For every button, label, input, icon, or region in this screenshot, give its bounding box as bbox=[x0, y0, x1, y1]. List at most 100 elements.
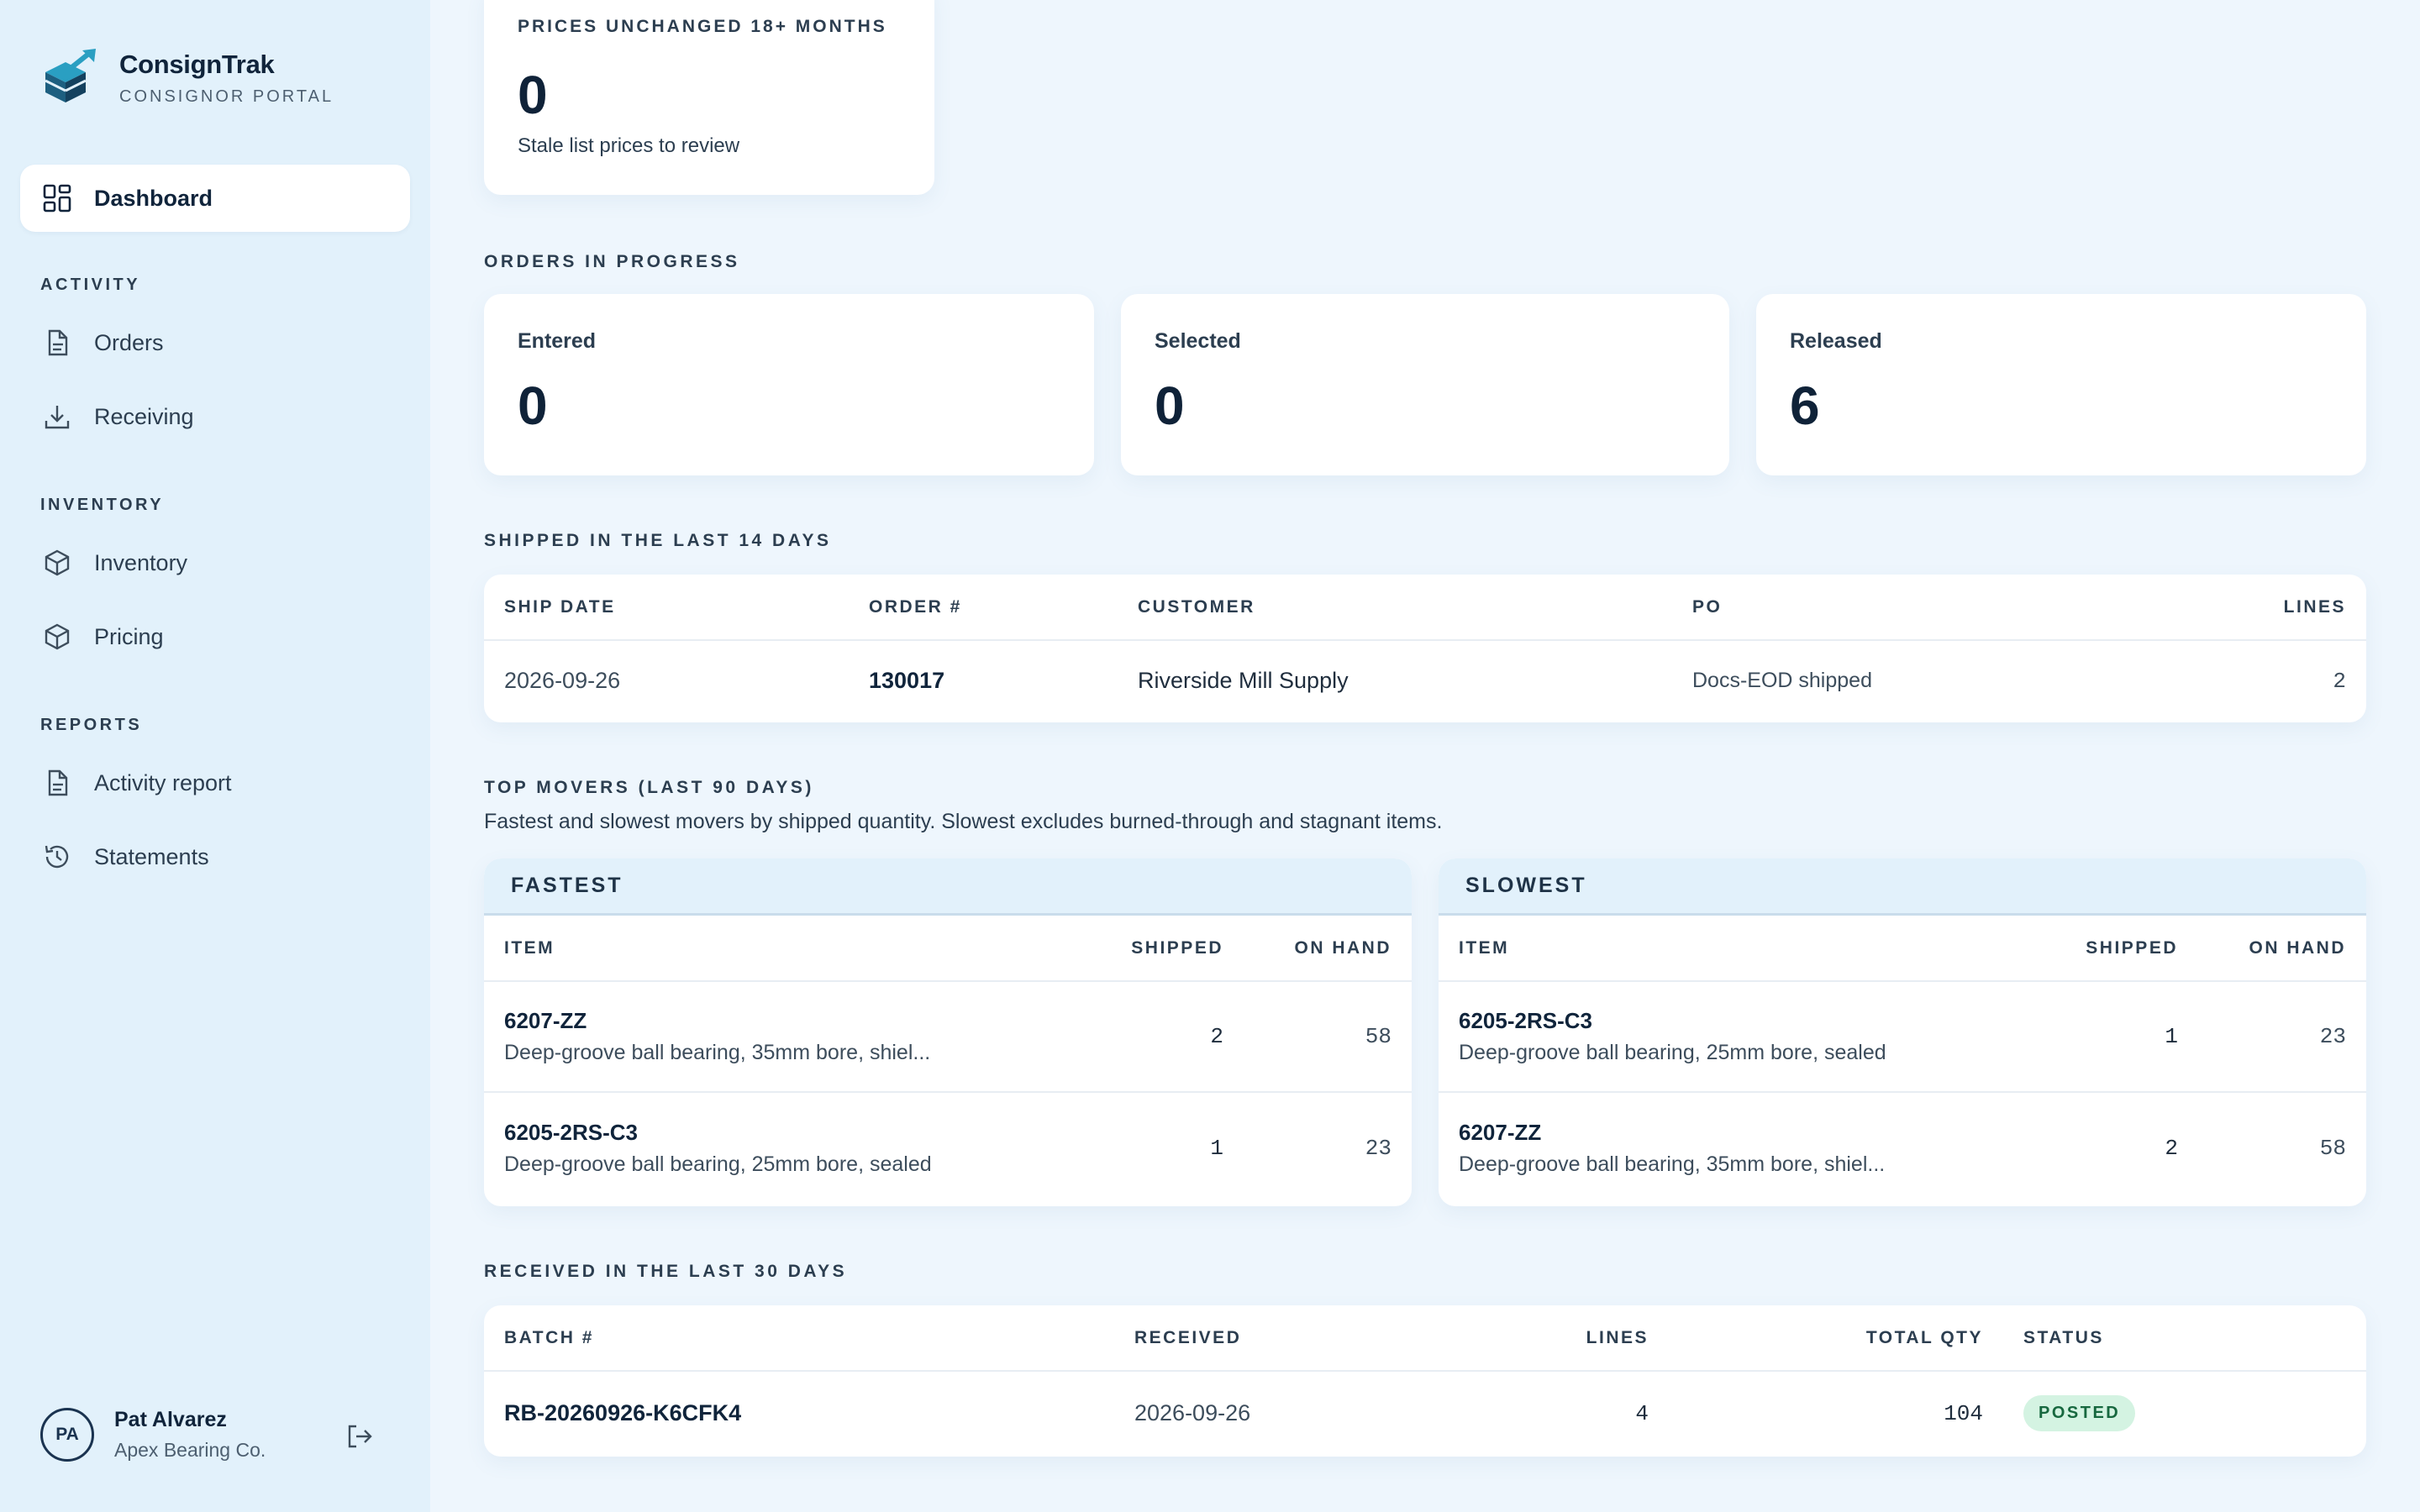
nav-section-reports: REPORTS bbox=[40, 716, 143, 734]
received-heading: RECEIVED IN THE LAST 30 DAYS bbox=[484, 1262, 848, 1281]
shipped-qty: 2 bbox=[1210, 1024, 1223, 1049]
shipped-qty: 2 bbox=[2165, 1135, 2178, 1161]
table-row[interactable]: 6205-2RS-C3 Deep-groove ball bearing, 25… bbox=[484, 1092, 1412, 1203]
nav-item-inventory[interactable]: Inventory bbox=[20, 529, 410, 596]
shipped-qty: 1 bbox=[2165, 1024, 2178, 1049]
entered-card[interactable]: Entered 0 bbox=[484, 294, 1094, 475]
brand[interactable]: ConsignTrak CONSIGNOR PORTAL bbox=[40, 47, 334, 108]
table-row[interactable]: RB-20260926-K6CFK4 2026-09-26 4 104 POST… bbox=[484, 1371, 2366, 1455]
item-code[interactable]: 6207-ZZ bbox=[504, 1008, 587, 1033]
fastest-table: ITEM SHIPPED ON HAND 6207-ZZ Deep-groove… bbox=[484, 916, 1412, 1203]
nav-item-statements[interactable]: Statements bbox=[20, 823, 410, 890]
user-org: Apex Bearing Co. bbox=[114, 1439, 266, 1461]
column-header[interactable]: LINES bbox=[1467, 1305, 1669, 1372]
received-date: 2026-09-26 bbox=[1134, 1400, 1251, 1425]
po: Docs-EOD shipped bbox=[1692, 669, 1872, 692]
item-code[interactable]: 6207-ZZ bbox=[1459, 1119, 1542, 1145]
user-name: Pat Alvarez bbox=[114, 1408, 227, 1431]
nav-item-receiving[interactable]: Receiving bbox=[20, 383, 410, 450]
released-card[interactable]: Released 6 bbox=[1756, 294, 2366, 475]
table-row[interactable]: 2026-09-26 130017 Riverside Mill Supply … bbox=[484, 640, 2366, 721]
item-description: Deep-groove ball bearing, 35mm bore, shi… bbox=[504, 1041, 931, 1064]
user-profile: PA Pat Alvarez Apex Bearing Co. bbox=[40, 1408, 393, 1462]
column-header[interactable]: CUSTOMER bbox=[1118, 575, 1672, 641]
nav-label: Activity report bbox=[94, 769, 232, 795]
on-hand-qty: 58 bbox=[2319, 1135, 2346, 1161]
batch-number-link[interactable]: RB-20260926-K6CFK4 bbox=[504, 1400, 742, 1425]
avatar[interactable]: PA bbox=[40, 1408, 94, 1462]
slowest-movers-card: SLOWEST ITEM SHIPPED ON HAND 6205-2RS-C3… bbox=[1439, 858, 2366, 1206]
column-header[interactable]: ITEM bbox=[484, 916, 1076, 982]
stale-prices-card: PRICES UNCHANGED 18+ MONTHS 0 Stale list… bbox=[484, 0, 934, 195]
lines: 2 bbox=[2333, 668, 2346, 694]
column-header[interactable]: SHIPPED bbox=[1076, 916, 1244, 982]
nav-label: Pricing bbox=[94, 623, 164, 649]
entered-label: Entered bbox=[518, 329, 597, 353]
item-description: Deep-groove ball bearing, 25mm bore, sea… bbox=[1459, 1041, 1886, 1064]
column-header[interactable]: ON HAND bbox=[2198, 916, 2366, 982]
column-header[interactable]: PO bbox=[1672, 575, 2146, 641]
column-header[interactable]: ORDER # bbox=[849, 575, 1118, 641]
slowest-heading: SLOWEST bbox=[1439, 858, 2366, 916]
shipped-table: SHIP DATE ORDER # CUSTOMER PO LINES 2026… bbox=[484, 575, 2366, 721]
selected-value: 0 bbox=[1155, 375, 1185, 436]
brand-name: ConsignTrak bbox=[119, 50, 275, 79]
table-row[interactable]: 6205-2RS-C3 Deep-groove ball bearing, 25… bbox=[1439, 981, 2366, 1092]
on-hand-qty: 23 bbox=[1365, 1135, 1392, 1161]
column-header[interactable]: STATUS bbox=[2003, 1305, 2366, 1372]
document-icon bbox=[40, 326, 74, 360]
column-header[interactable]: ITEM bbox=[1439, 916, 2030, 982]
item-code[interactable]: 6205-2RS-C3 bbox=[504, 1119, 638, 1145]
status-badge: POSTED bbox=[2023, 1395, 2136, 1431]
top-movers-heading: TOP MOVERS (LAST 90 DAYS) bbox=[484, 778, 814, 797]
fastest-movers-card: FASTEST ITEM SHIPPED ON HAND 6207-ZZ Dee… bbox=[484, 858, 1412, 1206]
stale-prices-value: 0 bbox=[518, 65, 548, 125]
document-icon bbox=[40, 766, 74, 800]
nav-item-pricing[interactable]: Pricing bbox=[20, 603, 410, 670]
order-number-link[interactable]: 130017 bbox=[869, 668, 945, 693]
total-qty: 104 bbox=[1944, 1400, 1983, 1426]
stale-prices-label: PRICES UNCHANGED 18+ MONTHS bbox=[518, 17, 887, 36]
sidebar: ConsignTrak CONSIGNOR PORTAL Dashboard A… bbox=[0, 0, 430, 1512]
column-header[interactable]: ON HAND bbox=[1244, 916, 1412, 982]
received-table: BATCH # RECEIVED LINES TOTAL QTY STATUS … bbox=[484, 1305, 2366, 1455]
selected-label: Selected bbox=[1155, 329, 1241, 353]
table-row[interactable]: 6207-ZZ Deep-groove ball bearing, 35mm b… bbox=[484, 981, 1412, 1092]
column-header[interactable]: SHIPPED bbox=[2030, 916, 2198, 982]
table-row[interactable]: 6207-ZZ Deep-groove ball bearing, 35mm b… bbox=[1439, 1092, 2366, 1203]
nav-label: Orders bbox=[94, 329, 164, 355]
entered-value: 0 bbox=[518, 375, 548, 436]
orders-in-progress-heading: ORDERS IN PROGRESS bbox=[484, 252, 740, 271]
item-code[interactable]: 6205-2RS-C3 bbox=[1459, 1008, 1592, 1033]
column-header[interactable]: TOTAL QTY bbox=[1669, 1305, 2003, 1372]
box-icon bbox=[40, 546, 74, 580]
selected-card[interactable]: Selected 0 bbox=[1121, 294, 1729, 475]
column-header[interactable]: RECEIVED bbox=[1114, 1305, 1467, 1372]
nav-item-activity-report[interactable]: Activity report bbox=[20, 749, 410, 816]
slowest-table: ITEM SHIPPED ON HAND 6205-2RS-C3 Deep-gr… bbox=[1439, 916, 2366, 1203]
nav-label: Statements bbox=[94, 843, 209, 869]
history-icon bbox=[40, 840, 74, 874]
shipped-heading: SHIPPED IN THE LAST 14 DAYS bbox=[484, 531, 832, 550]
nav-item-orders[interactable]: Orders bbox=[20, 309, 410, 376]
shipped-qty: 1 bbox=[1210, 1135, 1223, 1161]
nav-section-activity: ACTIVITY bbox=[40, 276, 141, 294]
lines: 4 bbox=[1635, 1400, 1649, 1426]
nav-item-dashboard[interactable]: Dashboard bbox=[20, 165, 410, 232]
column-header[interactable]: BATCH # bbox=[484, 1305, 1114, 1372]
on-hand-qty: 23 bbox=[2319, 1024, 2346, 1049]
box-icon bbox=[40, 620, 74, 654]
logout-icon[interactable] bbox=[345, 1421, 375, 1452]
ship-date: 2026-09-26 bbox=[504, 668, 621, 693]
brand-subtitle: CONSIGNOR PORTAL bbox=[119, 87, 334, 106]
nav-label: Dashboard bbox=[94, 185, 213, 211]
top-movers-description: Fastest and slowest movers by shipped qu… bbox=[484, 810, 1443, 833]
column-header[interactable]: SHIP DATE bbox=[484, 575, 849, 641]
released-label: Released bbox=[1790, 329, 1882, 353]
customer: Riverside Mill Supply bbox=[1138, 668, 1349, 693]
nav-label: Inventory bbox=[94, 549, 188, 575]
shipped-table-card: SHIP DATE ORDER # CUSTOMER PO LINES 2026… bbox=[484, 575, 2366, 722]
column-header[interactable]: LINES bbox=[2145, 575, 2366, 641]
item-description: Deep-groove ball bearing, 35mm bore, shi… bbox=[1459, 1152, 1886, 1176]
dashboard-grid-icon bbox=[40, 181, 74, 215]
